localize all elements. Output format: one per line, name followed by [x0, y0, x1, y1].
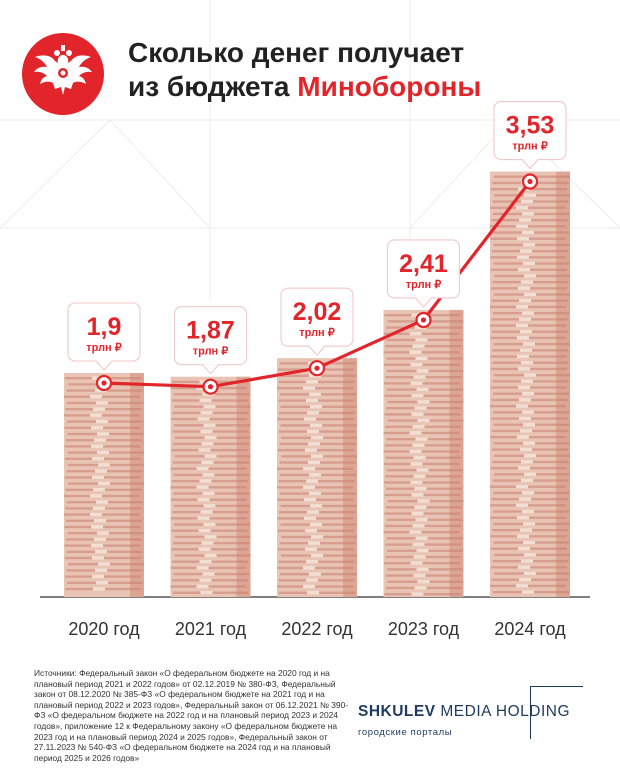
double-headed-eagle-emblem-icon — [34, 45, 92, 95]
category-label-2: 2021 год — [175, 619, 247, 639]
value-label-3: 2,02 — [293, 298, 342, 326]
title-line-2-accent: Минобороны — [297, 71, 482, 102]
brand-block: SHKULEV MEDIA HOLDING городские порталы — [358, 703, 588, 738]
money-stack-4 — [383, 309, 464, 597]
value-callout-pointer-2 — [202, 364, 219, 374]
unit-label-2: трлн ₽ — [193, 346, 229, 358]
sources-note: Источники: Федеральный закон «О федераль… — [34, 668, 349, 763]
money-stack-5 — [490, 171, 570, 598]
money-stack-2 — [170, 376, 251, 597]
brand-name-bold: SHKULEV — [358, 703, 436, 720]
money-stack-1 — [64, 373, 144, 597]
money-stack-3 — [277, 358, 357, 597]
value-label-4: 2,41 — [399, 250, 448, 278]
value-label-5: 3,53 — [506, 112, 555, 140]
brand-frame-decoration — [530, 686, 583, 739]
value-callout-pointer-1 — [96, 360, 112, 370]
unit-label-3: трлн ₽ — [299, 327, 335, 339]
category-label-4: 2023 год — [388, 619, 460, 639]
value-label-2: 1,87 — [186, 317, 235, 345]
data-point-center-1 — [101, 380, 107, 386]
brand-subtitle: городские порталы — [358, 727, 453, 738]
value-callout-pointer-5 — [522, 159, 538, 169]
data-point-center-5 — [527, 178, 533, 185]
value-callout-pointer-edge-2 — [202, 364, 219, 375]
category-label-1: 2020 год — [68, 619, 140, 639]
brand-name-rest: MEDIA HOLDING — [435, 703, 571, 720]
value-callout-pointer-edge-3 — [308, 345, 326, 356]
ministry-emblem — [22, 33, 104, 115]
value-callout-pointer-edge-4 — [415, 297, 432, 308]
brand-name: SHKULEV MEDIA HOLDING — [358, 703, 588, 721]
unit-label-1: трлн ₽ — [86, 342, 122, 354]
unit-label-5: трлн ₽ — [512, 141, 548, 153]
title-line-1: Сколько денег получает — [128, 37, 465, 68]
unit-label-4: трлн ₽ — [406, 279, 442, 291]
title-line-2-prefix: из бюджета — [128, 71, 298, 102]
value-label-1: 1,9 — [87, 313, 122, 341]
category-label-3: 2022 год — [281, 619, 353, 639]
page-title: Сколько денег получает из бюджета Минобо… — [128, 36, 481, 104]
value-callout-pointer-3 — [309, 345, 325, 356]
data-point-center-3 — [314, 365, 320, 371]
data-point-center-2 — [207, 384, 214, 390]
value-callout-pointer-4 — [415, 297, 432, 307]
data-point-center-4 — [420, 317, 427, 323]
value-callout-pointer-edge-1 — [95, 360, 113, 371]
category-label-5: 2024 год — [494, 619, 566, 639]
value-callout-pointer-edge-5 — [521, 159, 539, 170]
